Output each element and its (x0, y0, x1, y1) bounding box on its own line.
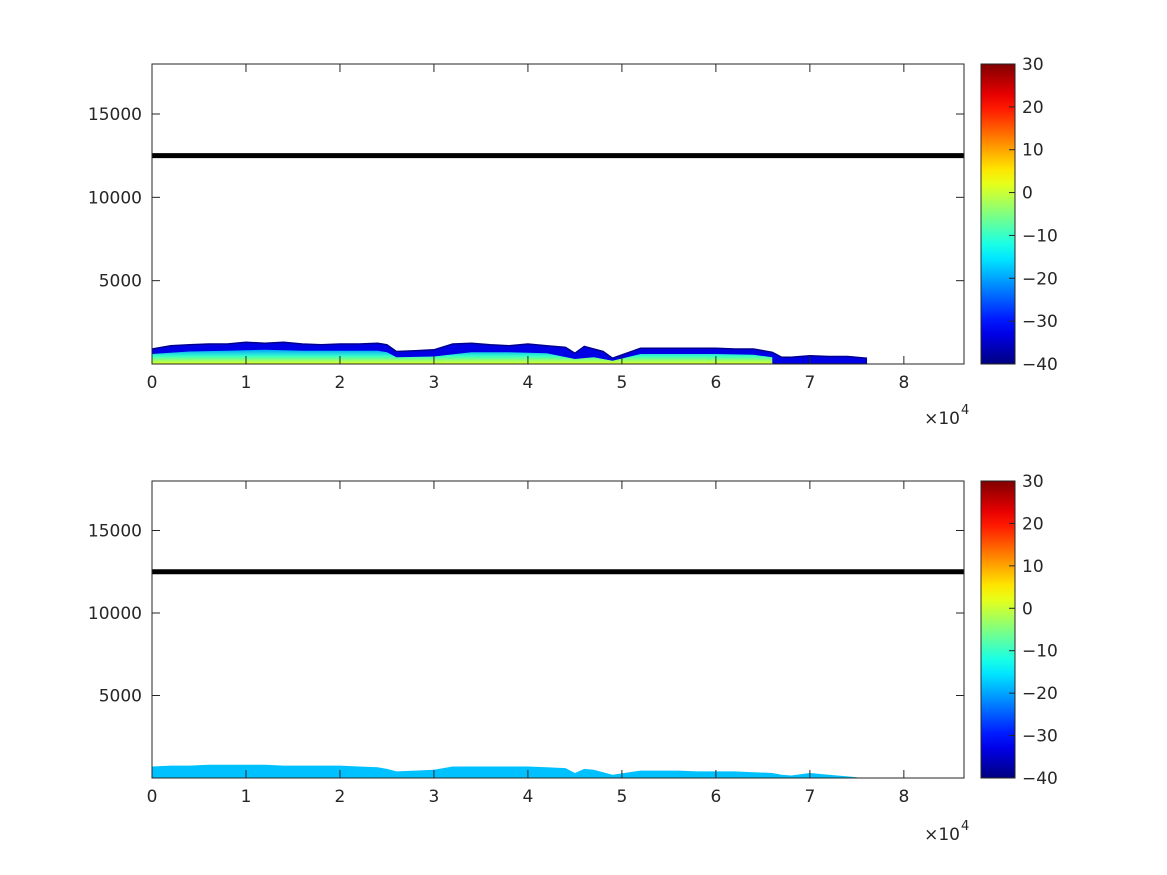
colorbar-tick-label: 10 (1022, 557, 1044, 577)
colorbar: −40 −30 −20 −10 0 10 20 30 (980, 55, 1058, 375)
x-exponent-label: ×10 (924, 409, 960, 429)
x-tick-label: 3 (429, 787, 440, 807)
y-tick-label: 10000 (88, 604, 142, 624)
colorbar-tick-label: −20 (1022, 269, 1058, 289)
y-tick-label: 15000 (88, 522, 142, 542)
x-tick-label: 0 (147, 373, 158, 393)
x-tick-label: 0 (147, 787, 158, 807)
y-tick-label: 15000 (88, 105, 142, 125)
colorbar-gradient (980, 480, 1016, 779)
colorbar-gradient (980, 63, 1016, 365)
colorbar-tick-label: −30 (1022, 727, 1058, 747)
colorbar-tick-label: −10 (1022, 642, 1058, 662)
x-tick-label: 6 (710, 787, 721, 807)
x-tick-label: 7 (804, 373, 815, 393)
colorbar-tick-label: 20 (1022, 98, 1044, 118)
echo-layer (152, 764, 857, 778)
plot-area (152, 64, 964, 364)
x-exponent-power: 4 (961, 819, 969, 834)
colorbar: −40 −30 −20 −10 0 10 20 30 (980, 472, 1058, 789)
colorbar-tick-label: −10 (1022, 226, 1058, 246)
x-exponent-power: 4 (961, 403, 969, 418)
x-tick-label: 5 (616, 373, 627, 393)
y-tick-label: 10000 (88, 188, 142, 208)
x-exponent-label: ×10 (924, 825, 960, 845)
colorbar-tick-label: 0 (1022, 184, 1033, 204)
colorbar-tick-label: 10 (1022, 141, 1044, 161)
colorbar-tick-label: 0 (1022, 599, 1033, 619)
x-tick-label: 1 (241, 373, 252, 393)
x-tick-label: 5 (616, 787, 627, 807)
plot-area (152, 481, 964, 778)
colorbar-tick-label: 30 (1022, 55, 1044, 75)
x-tick-label: 8 (898, 787, 909, 807)
x-tick-label: 8 (898, 373, 909, 393)
colorbar-tick-label: 20 (1022, 514, 1044, 534)
colorbar-tick-label: −30 (1022, 312, 1058, 332)
colorbar-tick-label: −40 (1022, 355, 1058, 375)
x-tick-label: 2 (335, 373, 346, 393)
x-tick-label: 6 (710, 373, 721, 393)
colorbar-tick-label: 30 (1022, 472, 1044, 492)
x-tick-label: 4 (523, 373, 534, 393)
x-tick-label: 2 (335, 787, 346, 807)
axes-box (151, 480, 965, 779)
y-tick-label: 5000 (99, 272, 142, 292)
plot-content (152, 153, 964, 364)
x-tick-label: 3 (429, 373, 440, 393)
y-tick-label: 5000 (99, 687, 142, 707)
colorbar-tick-label: −20 (1022, 684, 1058, 704)
echo-core (152, 349, 773, 364)
axes-box (151, 63, 965, 365)
x-tick-label: 1 (241, 787, 252, 807)
x-tick-label: 7 (804, 787, 815, 807)
plot-content (152, 569, 964, 778)
x-tick-label: 4 (523, 787, 534, 807)
colorbar-tick-label: −40 (1022, 769, 1058, 789)
